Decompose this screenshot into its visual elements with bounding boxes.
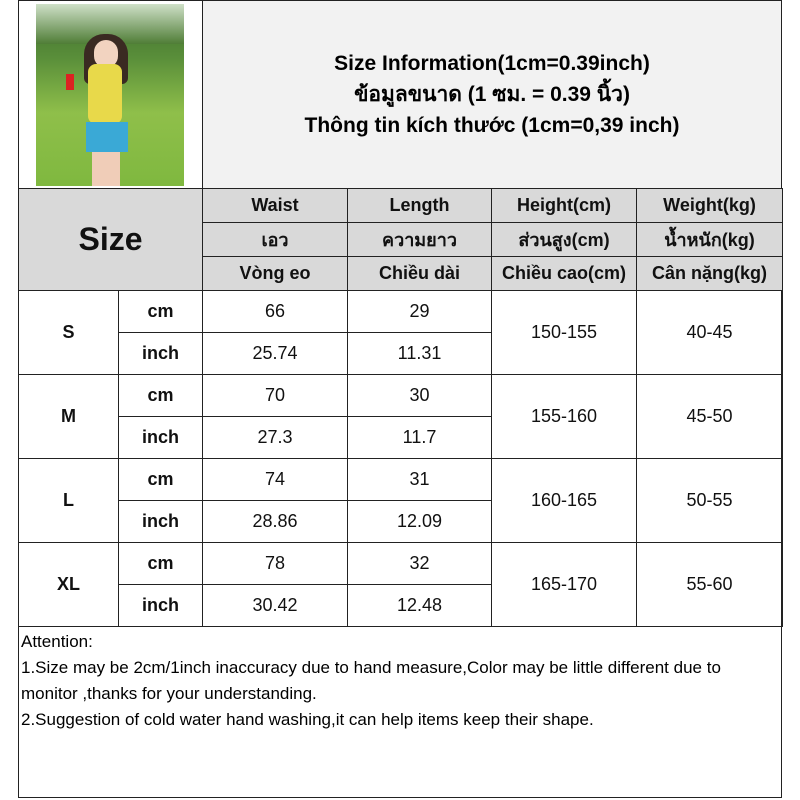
col-length-th: ความยาว bbox=[347, 222, 492, 257]
height-range: 165-170 bbox=[491, 542, 637, 627]
col-waist-th: เอว bbox=[202, 222, 348, 257]
weight-range: 50-55 bbox=[636, 458, 783, 543]
attention-notes: Attention: 1.Size may be 2cm/1inch inacc… bbox=[21, 629, 781, 733]
table-row: M cm 70 30 155-160 45-50 bbox=[18, 374, 783, 459]
length-cm: 29 bbox=[347, 290, 492, 333]
waist-inch: 27.3 bbox=[202, 416, 348, 459]
col-length-vi: Chiều dài bbox=[347, 256, 492, 291]
unit-cm: cm bbox=[118, 542, 203, 585]
unit-cm: cm bbox=[118, 290, 203, 333]
length-inch: 12.09 bbox=[347, 500, 492, 543]
waist-cm: 70 bbox=[202, 374, 348, 417]
col-height-vi: Chiều cao(cm) bbox=[491, 256, 637, 291]
weight-range: 40-45 bbox=[636, 290, 783, 375]
size-table: Size Waist Length Height(cm) Weight(kg) … bbox=[18, 188, 783, 627]
table-row: S cm 66 29 150-155 40-45 bbox=[18, 290, 783, 375]
header-row-th: เอว ความยาว ส่วนสูง(cm) น้ำหนัก(kg) bbox=[19, 222, 783, 257]
table-row: XL cm 78 32 165-170 55-60 bbox=[18, 542, 783, 627]
col-weight: Weight(kg) bbox=[636, 188, 783, 223]
size-cell: L bbox=[18, 458, 119, 543]
waist-inch: 25.74 bbox=[202, 332, 348, 375]
attention-heading: Attention: bbox=[21, 632, 93, 651]
title-block: Size Information(1cm=0.39inch) ข้อมูลขนา… bbox=[203, 1, 781, 188]
height-range: 150-155 bbox=[491, 290, 637, 375]
col-length: Length bbox=[347, 188, 492, 223]
size-cell: M bbox=[18, 374, 119, 459]
col-weight-th: น้ำหนัก(kg) bbox=[636, 222, 783, 257]
length-cm: 32 bbox=[347, 542, 492, 585]
unit-inch: inch bbox=[118, 416, 203, 459]
size-cell: S bbox=[18, 290, 119, 375]
length-inch: 11.7 bbox=[347, 416, 492, 459]
weight-range: 55-60 bbox=[636, 542, 783, 627]
waist-cm: 66 bbox=[202, 290, 348, 333]
size-header: Size bbox=[18, 188, 203, 291]
title-vi: Thông tin kích thước (1cm=0,39 inch) bbox=[304, 114, 680, 137]
waist-inch: 28.86 bbox=[202, 500, 348, 543]
length-cm: 31 bbox=[347, 458, 492, 501]
size-cell: XL bbox=[18, 542, 119, 627]
waist-cm: 74 bbox=[202, 458, 348, 501]
unit-inch: inch bbox=[118, 584, 203, 627]
length-inch: 12.48 bbox=[347, 584, 492, 627]
attention-note-2: 2.Suggestion of cold water hand washing,… bbox=[21, 710, 594, 729]
table-row: inch 27.3 11.7 bbox=[19, 416, 783, 459]
title-th: ข้อมูลขนาด (1 ซม. = 0.39 นิ้ว) bbox=[354, 83, 630, 106]
col-height-th: ส่วนสูง(cm) bbox=[491, 222, 637, 257]
divider bbox=[202, 0, 203, 188]
waist-inch: 30.42 bbox=[202, 584, 348, 627]
table-row: inch 28.86 12.09 bbox=[19, 500, 783, 543]
waist-cm: 78 bbox=[202, 542, 348, 585]
length-cm: 30 bbox=[347, 374, 492, 417]
col-waist: Waist bbox=[202, 188, 348, 223]
unit-inch: inch bbox=[118, 332, 203, 375]
unit-inch: inch bbox=[118, 500, 203, 543]
length-inch: 11.31 bbox=[347, 332, 492, 375]
weight-range: 45-50 bbox=[636, 374, 783, 459]
table-row: inch 30.42 12.48 bbox=[19, 584, 783, 627]
table-row: L cm 74 31 160-165 50-55 bbox=[18, 458, 783, 543]
header-row-en: Size Waist Length Height(cm) Weight(kg) bbox=[18, 188, 783, 291]
col-waist-vi: Vòng eo bbox=[202, 256, 348, 291]
product-photo bbox=[36, 4, 184, 186]
title-en: Size Information(1cm=0.39inch) bbox=[334, 52, 650, 75]
attention-note-1: 1.Size may be 2cm/1inch inaccuracy due t… bbox=[21, 658, 721, 703]
col-height: Height(cm) bbox=[491, 188, 637, 223]
col-weight-vi: Cân nặng(kg) bbox=[636, 256, 783, 291]
height-range: 155-160 bbox=[491, 374, 637, 459]
unit-cm: cm bbox=[118, 458, 203, 501]
unit-cm: cm bbox=[118, 374, 203, 417]
height-range: 160-165 bbox=[491, 458, 637, 543]
